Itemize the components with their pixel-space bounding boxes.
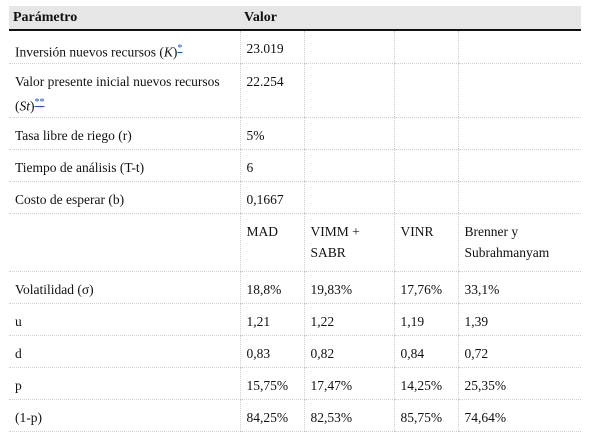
row-value: 82,53% xyxy=(303,399,394,432)
row-label: Tiempo de análisis (T-t) xyxy=(9,149,240,182)
row-label: p xyxy=(9,367,240,400)
method-label: Brenner y Subrahmanyam xyxy=(457,213,581,272)
label-text: ) xyxy=(30,98,35,114)
row-label: u xyxy=(9,303,240,336)
row-label: Costo de esperar (b) xyxy=(9,181,240,214)
row-value: 84,25% xyxy=(239,399,304,432)
empty-cell xyxy=(393,30,458,64)
table-row: u 1,21 1,22 1,19 1,39 xyxy=(9,303,581,336)
row-value: 15,75% xyxy=(239,367,304,400)
empty-cell xyxy=(303,149,394,182)
header-row: Parámetro Valor xyxy=(9,6,581,31)
row-value: 18,8% xyxy=(239,271,304,304)
variable-symbol: K xyxy=(163,44,173,60)
table-row: d 0,83 0,82 0,84 0,72 xyxy=(9,335,581,368)
table-row: Costo de esperar (b) 0,1667 xyxy=(9,181,581,214)
row-value: 0,72 xyxy=(457,335,581,368)
row-value: 17,76% xyxy=(393,271,458,304)
empty-cell xyxy=(393,181,458,214)
row-label: Tasa libre de riego (r) xyxy=(9,117,240,150)
table-row: Valor presente inicial nuevos recursos (… xyxy=(9,63,581,118)
row-label: Valor presente inicial nuevos recursos (… xyxy=(9,63,240,118)
row-value: 0,84 xyxy=(393,335,458,368)
footnote-link[interactable]: ** xyxy=(34,97,45,108)
row-value: 14,25% xyxy=(393,367,458,400)
row-label: d xyxy=(9,335,240,368)
row-value: 1,22 xyxy=(303,303,394,336)
empty-cell xyxy=(303,30,394,64)
header-parametro: Parámetro xyxy=(9,6,240,31)
empty-cell xyxy=(393,117,458,150)
row-value: 22.254 xyxy=(239,63,304,118)
row-value: 5% xyxy=(239,117,304,150)
empty-cell xyxy=(457,63,581,118)
header-valor: Valor xyxy=(240,6,581,31)
row-value: 74,64% xyxy=(457,399,581,432)
row-value: 1,39 xyxy=(457,303,581,336)
empty-cell xyxy=(457,117,581,150)
row-value: 19,83% xyxy=(303,271,394,304)
empty-cell xyxy=(9,213,240,272)
method-label: VIMM + SABR xyxy=(303,213,394,272)
row-value: 1,21 xyxy=(239,303,304,336)
method-label: VINR xyxy=(393,213,458,272)
variable-symbol: St xyxy=(19,98,31,114)
table-row: Tasa libre de riego (r) 5% xyxy=(9,117,581,150)
label-text: Inversión nuevos recursos ( xyxy=(15,44,164,60)
row-label: Inversión nuevos recursos (K)* xyxy=(9,30,240,64)
parameters-table: Parámetro Valor Inversión nuevos recurso… xyxy=(9,6,581,432)
method-label: MAD xyxy=(239,213,304,272)
empty-cell xyxy=(303,117,394,150)
row-value: 6 xyxy=(239,149,304,182)
row-value: 17,47% xyxy=(303,367,394,400)
empty-cell xyxy=(457,149,581,182)
empty-cell xyxy=(457,181,581,214)
row-label: (1-p) xyxy=(9,399,240,432)
label-text: ) xyxy=(172,44,178,60)
label-text: Valor presente inicial nuevos recursos ( xyxy=(15,74,220,114)
empty-cell xyxy=(393,63,458,118)
empty-cell xyxy=(457,30,581,64)
table-row: (1-p) 84,25% 82,53% 85,75% 74,64% xyxy=(9,399,581,432)
row-value: 1,19 xyxy=(393,303,458,336)
footnote-link[interactable]: * xyxy=(177,43,183,54)
empty-cell xyxy=(303,63,394,118)
table-row: Tiempo de análisis (T-t) 6 xyxy=(9,149,581,182)
table-row: p 15,75% 17,47% 14,25% 25,35% xyxy=(9,367,581,400)
row-value: 23.019 xyxy=(239,30,304,64)
table-row: Inversión nuevos recursos (K)* 23.019 xyxy=(9,30,581,64)
row-value: 25,35% xyxy=(457,367,581,400)
row-label: Volatilidad (σ) xyxy=(9,271,240,304)
methods-header-row: MAD VIMM + SABR VINR Brenner y Subrahman… xyxy=(9,213,581,272)
empty-cell xyxy=(393,149,458,182)
row-value: 33,1% xyxy=(457,271,581,304)
row-value: 0,83 xyxy=(239,335,304,368)
row-value: 0,1667 xyxy=(239,181,304,214)
row-value: 85,75% xyxy=(393,399,458,432)
table-row: Volatilidad (σ) 18,8% 19,83% 17,76% 33,1… xyxy=(9,271,581,304)
empty-cell xyxy=(303,181,394,214)
row-value: 0,82 xyxy=(303,335,394,368)
